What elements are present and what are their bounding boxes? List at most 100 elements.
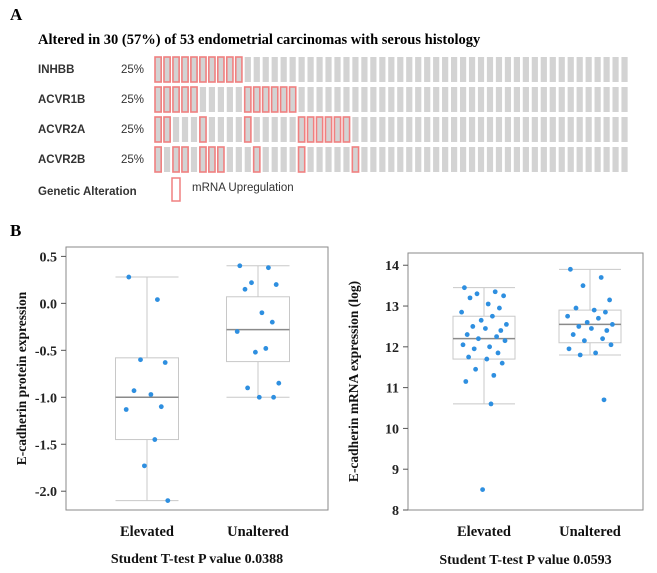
- sample-cell: [181, 117, 189, 142]
- sample-cell: [280, 147, 287, 172]
- data-point: [142, 463, 147, 469]
- altered-cell: [199, 146, 207, 173]
- sample-cell: [531, 147, 538, 172]
- sample-cell: [451, 117, 458, 142]
- altered-cell: [190, 86, 198, 113]
- altered-cell: [243, 86, 252, 113]
- sample-cell: [343, 87, 350, 112]
- sample-cell: [558, 117, 565, 142]
- sample-cell: [316, 57, 323, 82]
- sample-cell: [558, 87, 565, 112]
- data-point: [478, 317, 484, 323]
- data-point: [608, 342, 614, 348]
- sample-cell: [325, 147, 332, 172]
- sample-cell: [549, 117, 556, 142]
- sample-cell: [451, 87, 458, 112]
- sample-cell: [397, 57, 404, 82]
- sample-cell: [190, 147, 198, 172]
- altered-cell: [324, 116, 333, 143]
- sample-cell: [244, 57, 251, 82]
- sample-cell: [325, 87, 332, 112]
- y-tick-label: 14: [385, 259, 399, 274]
- gene-label-acvr2a: ACVR2A: [38, 124, 85, 136]
- data-point: [498, 328, 504, 333]
- sample-cell: [567, 87, 574, 112]
- sample-cell: [477, 147, 485, 172]
- data-point: [234, 329, 240, 334]
- sample-cell: [388, 87, 395, 112]
- altered-cell: [181, 86, 189, 113]
- data-point: [580, 283, 586, 289]
- sample-cell: [370, 57, 377, 82]
- sample-cell: [226, 87, 233, 112]
- altered-cell: [315, 116, 324, 143]
- sample-cell: [594, 147, 601, 172]
- sample-cell: [603, 57, 610, 82]
- sample-cell: [603, 147, 610, 172]
- altered-cell: [261, 86, 270, 113]
- data-point: [565, 313, 570, 319]
- sample-cell: [522, 57, 529, 82]
- sample-cell: [388, 57, 395, 82]
- sample-cell: [504, 87, 512, 112]
- altered-cell: [342, 116, 351, 143]
- sample-cell: [603, 87, 610, 112]
- data-point: [488, 401, 494, 407]
- sample-cell: [397, 147, 404, 172]
- protein-boxplot: 0.5 0.0 -0.5 -1.0 -1.5 -2.0 E-cadherin protein…: [14, 246, 329, 567]
- data-point: [152, 437, 158, 442]
- sample-cell: [459, 117, 467, 142]
- sample-cell: [298, 57, 305, 82]
- sample-cell: [280, 117, 287, 142]
- sample-cell: [459, 147, 467, 172]
- sample-cell: [208, 117, 216, 142]
- sample-cell: [612, 57, 619, 82]
- data-point: [249, 280, 254, 286]
- sample-cell: [531, 57, 538, 82]
- altered-cell: [154, 56, 162, 83]
- y-tick-label: 9: [392, 463, 399, 478]
- altered-cell: [181, 146, 189, 173]
- data-point: [589, 326, 594, 331]
- data-point: [497, 305, 502, 311]
- altered-cell: [279, 86, 288, 113]
- altered-cell: [216, 56, 225, 83]
- altered-cell: [297, 146, 306, 173]
- data-point: [155, 297, 160, 302]
- sample-cell: [262, 57, 269, 82]
- x-tick-label-elevated: Elevated: [120, 524, 174, 540]
- data-point: [470, 324, 476, 329]
- sample-cell: [307, 147, 314, 172]
- sample-cell: [621, 87, 628, 112]
- sample-cell: [567, 117, 574, 142]
- sample-cell: [495, 147, 503, 172]
- sample-cell: [576, 117, 583, 142]
- sample-cell: [522, 117, 529, 142]
- sample-cell: [253, 117, 260, 142]
- sample-cell: [316, 147, 323, 172]
- data-point: [487, 344, 492, 350]
- data-point: [476, 336, 481, 342]
- sample-cell: [513, 57, 520, 82]
- altered-cell: [252, 146, 261, 173]
- data-point: [471, 346, 477, 352]
- sample-cell: [540, 117, 547, 142]
- sample-cell: [477, 117, 485, 142]
- sample-cell: [271, 147, 278, 172]
- data-point: [582, 338, 587, 344]
- sample-cell: [406, 117, 413, 142]
- altered-cell: [163, 56, 171, 83]
- sample-cell: [352, 57, 359, 82]
- data-point: [464, 332, 470, 337]
- sample-cell: [495, 87, 503, 112]
- sample-cell: [235, 87, 242, 112]
- altered-cell: [163, 86, 171, 113]
- sample-cell: [424, 147, 431, 172]
- sample-cell: [612, 87, 619, 112]
- data-point: [584, 319, 590, 325]
- sample-cell: [163, 147, 171, 172]
- sample-cell: [540, 57, 547, 82]
- sample-cell: [594, 117, 601, 142]
- sample-cell: [253, 57, 260, 82]
- sample-cell: [531, 87, 538, 112]
